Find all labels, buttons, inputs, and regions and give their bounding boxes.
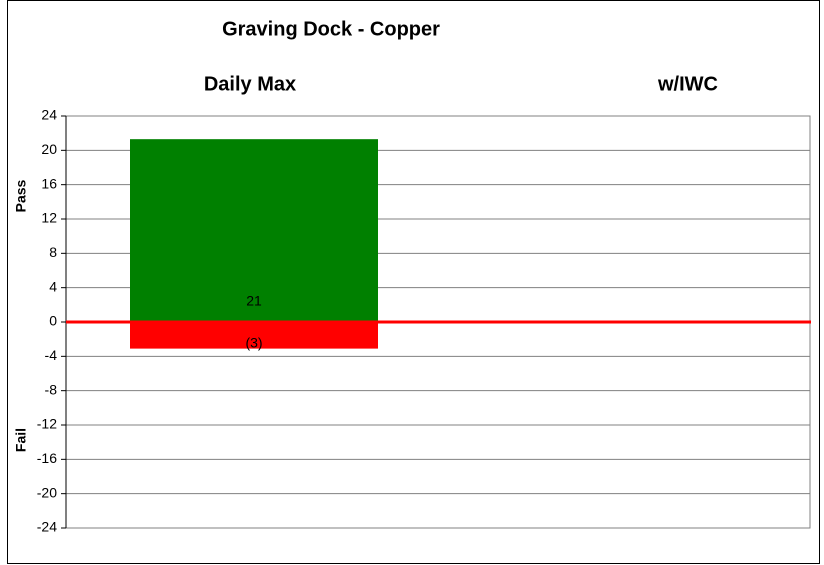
y-tick-label: 8 <box>49 244 57 260</box>
y-tick-label: 12 <box>41 210 57 226</box>
category-label: Daily Max <box>204 73 296 95</box>
y-tick-label: 16 <box>41 175 57 191</box>
y-tick-label: -20 <box>37 484 57 500</box>
y-tick-label: 24 <box>41 107 57 123</box>
y-tick-label: -12 <box>37 416 57 432</box>
chart-title: Graving Dock - Copper <box>222 18 440 40</box>
y-tick-label: -24 <box>37 519 57 535</box>
y-tick-label: -8 <box>45 381 58 397</box>
value-label: 21 <box>246 293 262 309</box>
y-tick-label: -16 <box>37 450 57 466</box>
y-tick-label: 0 <box>49 313 57 329</box>
y-tick-label: -4 <box>45 347 58 363</box>
bar <box>130 139 378 322</box>
bar <box>130 322 378 349</box>
y-axis-label: Fail <box>13 428 29 452</box>
y-tick-label: 20 <box>41 141 57 157</box>
category-label: w/IWC <box>657 73 718 95</box>
y-tick-label: 4 <box>49 278 57 294</box>
y-axis-label: Pass <box>13 179 29 212</box>
value-label: (3) <box>245 335 262 351</box>
